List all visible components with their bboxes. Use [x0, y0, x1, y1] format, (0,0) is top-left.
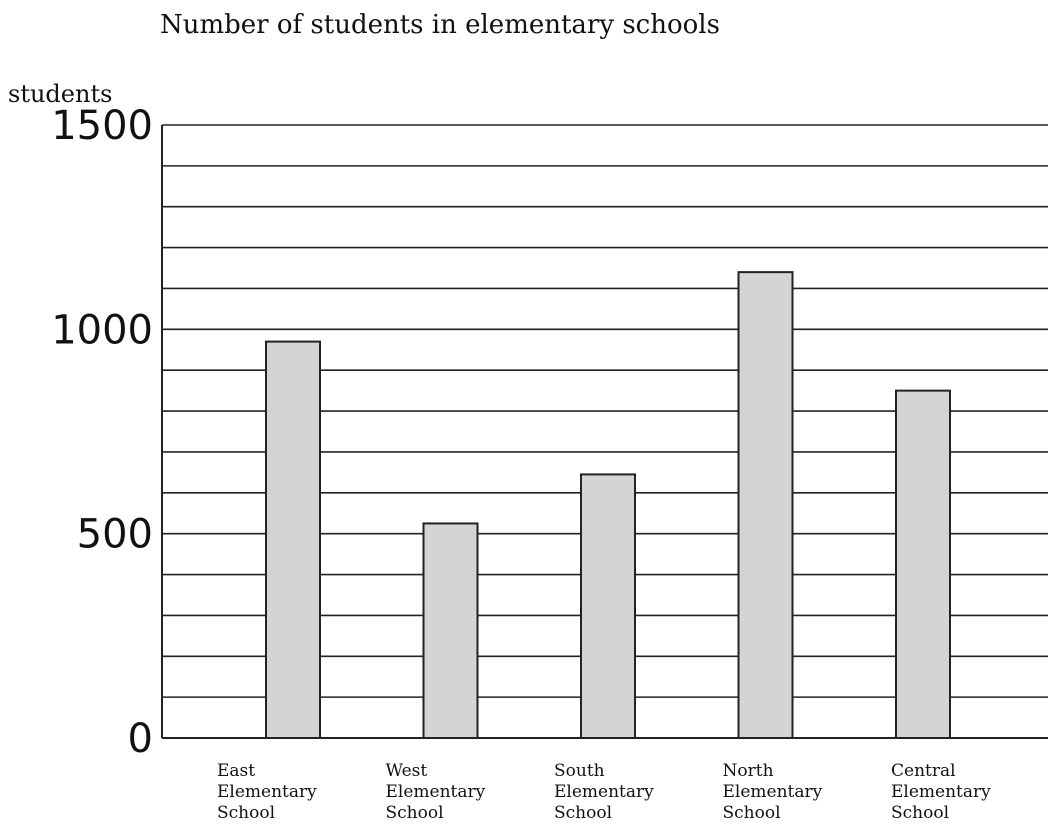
- y-tick-label: 1500: [51, 103, 153, 149]
- y-tick-label: 1000: [51, 307, 153, 353]
- x-tick-label: Central Elementary School: [891, 761, 991, 823]
- bars: [266, 272, 950, 738]
- y-tick-label: 500: [77, 512, 153, 558]
- x-tick-label: North Elementary School: [723, 761, 823, 823]
- x-tick-label: East Elementary School: [217, 761, 317, 823]
- bar: [266, 342, 320, 738]
- bar: [896, 391, 950, 738]
- y-tick-label: 0: [128, 716, 153, 762]
- y-tick-labels: 0 500 1000 1500: [51, 103, 153, 762]
- x-tick-labels: East Elementary School West Elementary School…: [217, 761, 991, 823]
- x-tick-label: South Elementary School: [554, 761, 654, 823]
- bar: [424, 523, 478, 738]
- chart-title: Number of students in elementary schools: [160, 10, 720, 40]
- bar: [581, 474, 635, 738]
- bar: [739, 272, 793, 738]
- x-tick-label: West Elementary School: [386, 761, 486, 823]
